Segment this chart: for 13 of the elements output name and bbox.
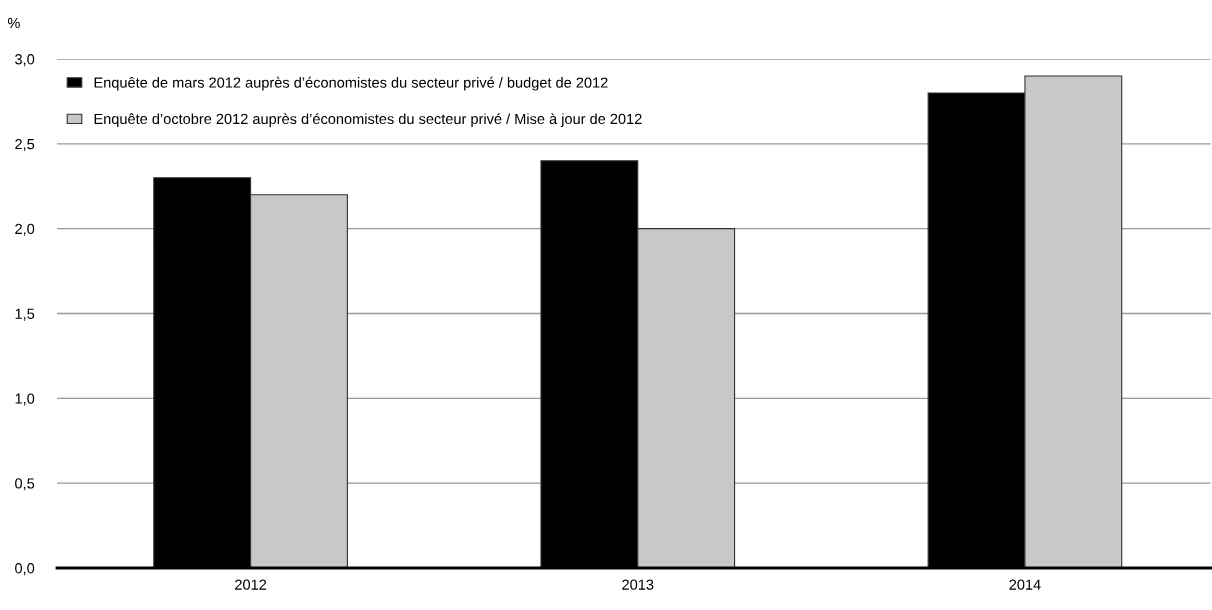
y-tick-label: 1,0 [15, 393, 35, 406]
x-tick-label: 2013 [622, 579, 654, 590]
y-tick-label: 0,5 [15, 478, 35, 491]
y-tick-label: 2,0 [15, 223, 35, 236]
x-tick-label: 2014 [1009, 579, 1041, 590]
y-axis-title: % [7, 17, 20, 29]
y-tick-label: 1,5 [15, 308, 35, 321]
legend-label: Enquête de mars 2012 auprès d’économistes du secteur privé / budget de 2012 [94, 76, 608, 91]
y-tick-label: 0,0 [15, 563, 35, 576]
x-tick-label: 2012 [235, 579, 267, 590]
legend-label: Enquête d’octobre 2012 auprès d’économistes du secteur privé / Mise à jour de 2012 [94, 113, 642, 127]
y-tick-label: 2,5 [15, 138, 35, 151]
y-tick-label: 3,0 [15, 54, 35, 67]
